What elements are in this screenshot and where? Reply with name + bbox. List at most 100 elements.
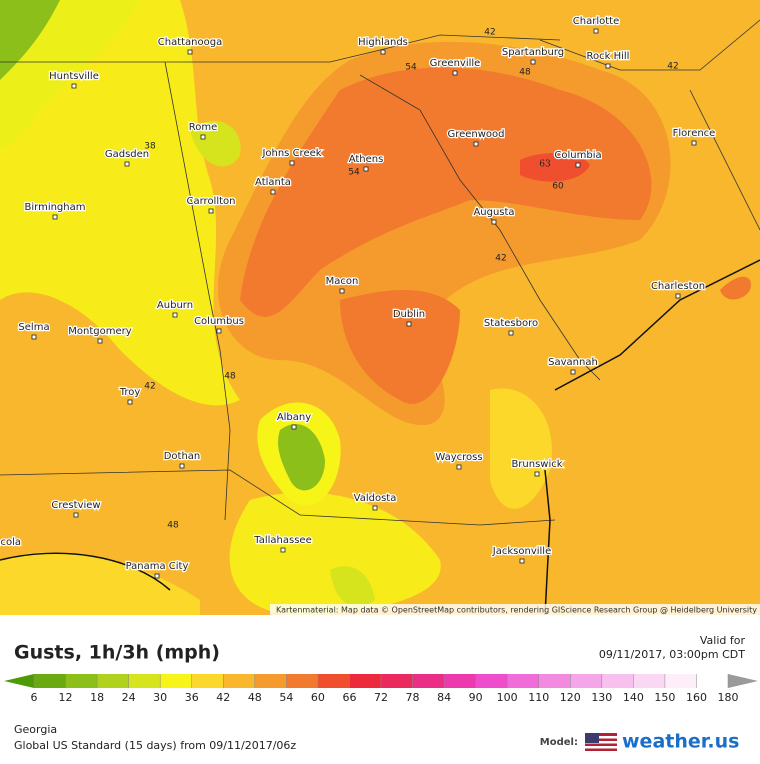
contour-label: 60 <box>552 182 564 192</box>
city-label: Chattanooga <box>158 37 222 48</box>
brand: weather.us <box>622 731 739 753</box>
city-label: Dothan <box>164 451 201 462</box>
city-dot <box>452 70 458 76</box>
legend-tick-label: 72 <box>374 691 388 704</box>
city-dot <box>534 471 540 477</box>
city-labels: Charlotte Chattanooga Highlands Spartanburg… <box>0 15 717 579</box>
city-label: Macon <box>326 276 359 287</box>
legend-swatch <box>381 674 414 688</box>
city-dot <box>200 134 206 140</box>
legend-tick-label: 18 <box>90 691 104 704</box>
city-label: Charlotte <box>573 16 619 27</box>
city-label: Charleston <box>651 281 705 292</box>
legend-tick-label: 24 <box>122 691 136 704</box>
city-label: Montgomery <box>68 326 131 337</box>
city-label: Athens <box>349 154 384 165</box>
legend-swatch <box>538 674 571 688</box>
attribution: Kartenmaterial: Map data © OpenStreetMap… <box>276 606 757 615</box>
legend-tick-label: 110 <box>528 691 549 704</box>
legend-arrow-high <box>728 674 758 688</box>
city-label: Greenwood <box>447 129 504 140</box>
legend-tick-label: 100 <box>497 691 518 704</box>
legend-tick-label: 48 <box>248 691 262 704</box>
contour-label: 42 <box>495 254 506 264</box>
city-dot <box>519 558 525 564</box>
legend-tick-label: 54 <box>279 691 293 704</box>
legend-swatch <box>633 674 666 688</box>
contour-label: 48 <box>519 68 531 78</box>
legend-swatch <box>696 674 729 688</box>
city-label: Birmingham <box>25 202 86 213</box>
city-label: Columbus <box>194 316 244 327</box>
legend-swatch <box>286 674 319 688</box>
city-dot <box>31 334 37 340</box>
legend-arrow-low <box>4 674 34 688</box>
city-label: Pensacola <box>0 537 21 548</box>
city-dot <box>691 140 697 146</box>
city-dot <box>187 49 193 55</box>
contour-label: 38 <box>144 142 156 152</box>
title: Gusts, 1h/3h (mph) <box>14 642 220 664</box>
legend-tick-label: 36 <box>185 691 199 704</box>
city-dot <box>491 219 497 225</box>
legend-swatch <box>160 674 193 688</box>
city-dot <box>280 547 286 553</box>
contour-label: 48 <box>167 521 179 531</box>
legend-swatch <box>223 674 256 688</box>
legend-tick-label: 120 <box>560 691 581 704</box>
city-dot <box>127 399 133 405</box>
city-dot <box>675 293 681 299</box>
city-label: Savannah <box>548 357 598 368</box>
legend-swatch <box>475 674 508 688</box>
flag <box>585 733 617 751</box>
city-label: Waycross <box>435 452 482 463</box>
city-label: Greenville <box>430 58 481 69</box>
city-dot <box>363 166 369 172</box>
city-label: Troy <box>119 387 141 398</box>
city-dot <box>172 312 178 318</box>
contour-label: 54 <box>405 63 417 73</box>
legend-swatch <box>128 674 161 688</box>
city-label: Rome <box>189 122 218 133</box>
city-label: Valdosta <box>354 493 397 504</box>
legend-tick-label: 60 <box>311 691 325 704</box>
city-label: Highlands <box>358 37 408 48</box>
legend-swatch <box>412 674 445 688</box>
city-label: Augusta <box>473 207 514 218</box>
legend-swatch <box>507 674 540 688</box>
city-label: Atlanta <box>255 177 291 188</box>
valid-time: 09/11/2017, 03:00pm CDT <box>599 648 745 661</box>
legend-tick-label: 90 <box>469 691 483 704</box>
city-dot <box>154 573 160 579</box>
legend-tick-label: 130 <box>591 691 612 704</box>
city-dot <box>456 464 462 470</box>
city-dot <box>570 369 576 375</box>
legend-tick-label: 6 <box>31 691 38 704</box>
city-dot <box>291 424 297 430</box>
legend-tick-label: 42 <box>216 691 230 704</box>
legend-tick-label: 66 <box>342 691 356 704</box>
region: Georgia <box>14 723 57 736</box>
city-label: Johns Creek <box>261 148 321 159</box>
legend-swatch <box>601 674 634 688</box>
legend-swatch <box>65 674 98 688</box>
city-label: Statesboro <box>484 318 538 329</box>
contour-label: 48 <box>224 372 236 382</box>
city-label: Rock Hill <box>587 51 630 62</box>
city-dot <box>216 328 222 334</box>
map <box>0 0 760 616</box>
legend-swatch <box>349 674 382 688</box>
city-dot <box>372 505 378 511</box>
city-label: Jacksonville <box>492 546 551 557</box>
city-dot <box>530 59 536 65</box>
legend-swatch <box>317 674 350 688</box>
city-label: Tallahassee <box>253 535 311 546</box>
city-dot <box>380 49 386 55</box>
legend-tick-label: 12 <box>59 691 73 704</box>
model-run: Global US Standard (15 days) from 09/11/… <box>14 739 296 752</box>
city-dot <box>508 330 514 336</box>
city-dot <box>97 338 103 344</box>
city-label: Auburn <box>157 300 193 311</box>
legend: 6 12 18 24 30 36 42 48 54 60 66 72 78 84 90 100 110 120 13… <box>4 674 758 704</box>
city-dot <box>208 208 214 214</box>
